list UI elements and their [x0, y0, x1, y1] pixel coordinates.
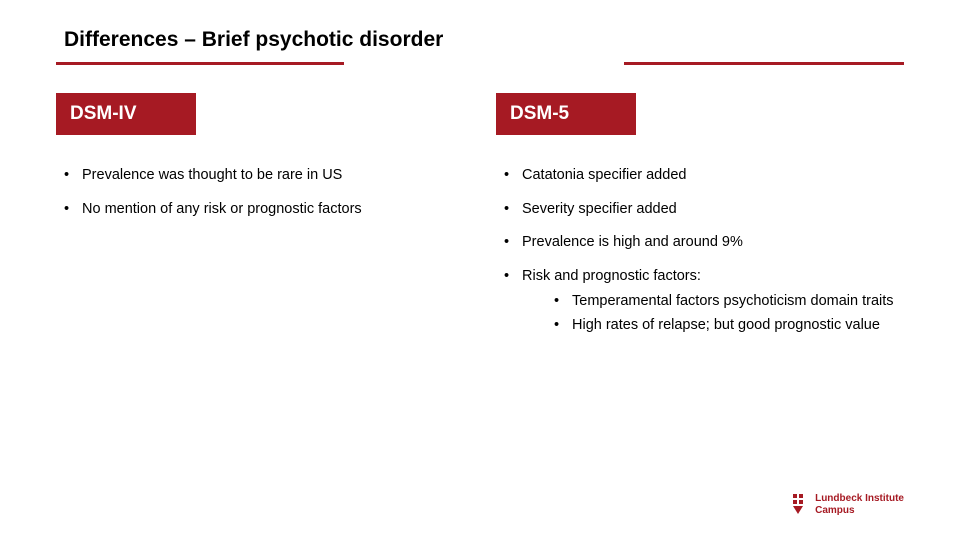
- sublist-item: Temperamental factors psychoticism domai…: [554, 290, 904, 314]
- list-item: Catatonia specifier added: [504, 159, 904, 193]
- list-item: Severity specifier added: [504, 193, 904, 227]
- list-item: Prevalence was thought to be rare in US: [64, 159, 464, 193]
- right-heading-pill: DSM-5: [496, 93, 636, 135]
- title-rule: [56, 62, 904, 65]
- right-list: Catatonia specifier added Severity speci…: [496, 159, 904, 344]
- left-heading-pill: DSM-IV: [56, 93, 196, 135]
- brand-text: Lundbeck Institute Campus: [815, 493, 904, 516]
- footer-logo: Lundbeck Institute Campus: [791, 493, 904, 516]
- brand-line2: Campus: [815, 505, 904, 517]
- list-item: Prevalence is high and around 9%: [504, 226, 904, 260]
- left-column: DSM-IV Prevalence was thought to be rare…: [56, 93, 464, 344]
- list-item: Risk and prognostic factors: Temperament…: [504, 260, 904, 345]
- right-column: DSM-5 Catatonia specifier added Severity…: [496, 93, 904, 344]
- list-item-label: Risk and prognostic factors:: [522, 268, 701, 284]
- brand-line1: Lundbeck Institute: [815, 493, 904, 505]
- columns: DSM-IV Prevalence was thought to be rare…: [56, 93, 904, 344]
- list-item: No mention of any risk or prognostic fac…: [64, 193, 464, 227]
- right-sublist: Temperamental factors psychoticism domai…: [522, 290, 904, 337]
- brand-icon: [791, 494, 807, 516]
- left-list: Prevalence was thought to be rare in US …: [56, 159, 464, 226]
- sublist-item: High rates of relapse; but good prognost…: [554, 314, 904, 338]
- slide: Differences – Brief psychotic disorder D…: [0, 0, 960, 540]
- slide-title: Differences – Brief psychotic disorder: [56, 28, 904, 62]
